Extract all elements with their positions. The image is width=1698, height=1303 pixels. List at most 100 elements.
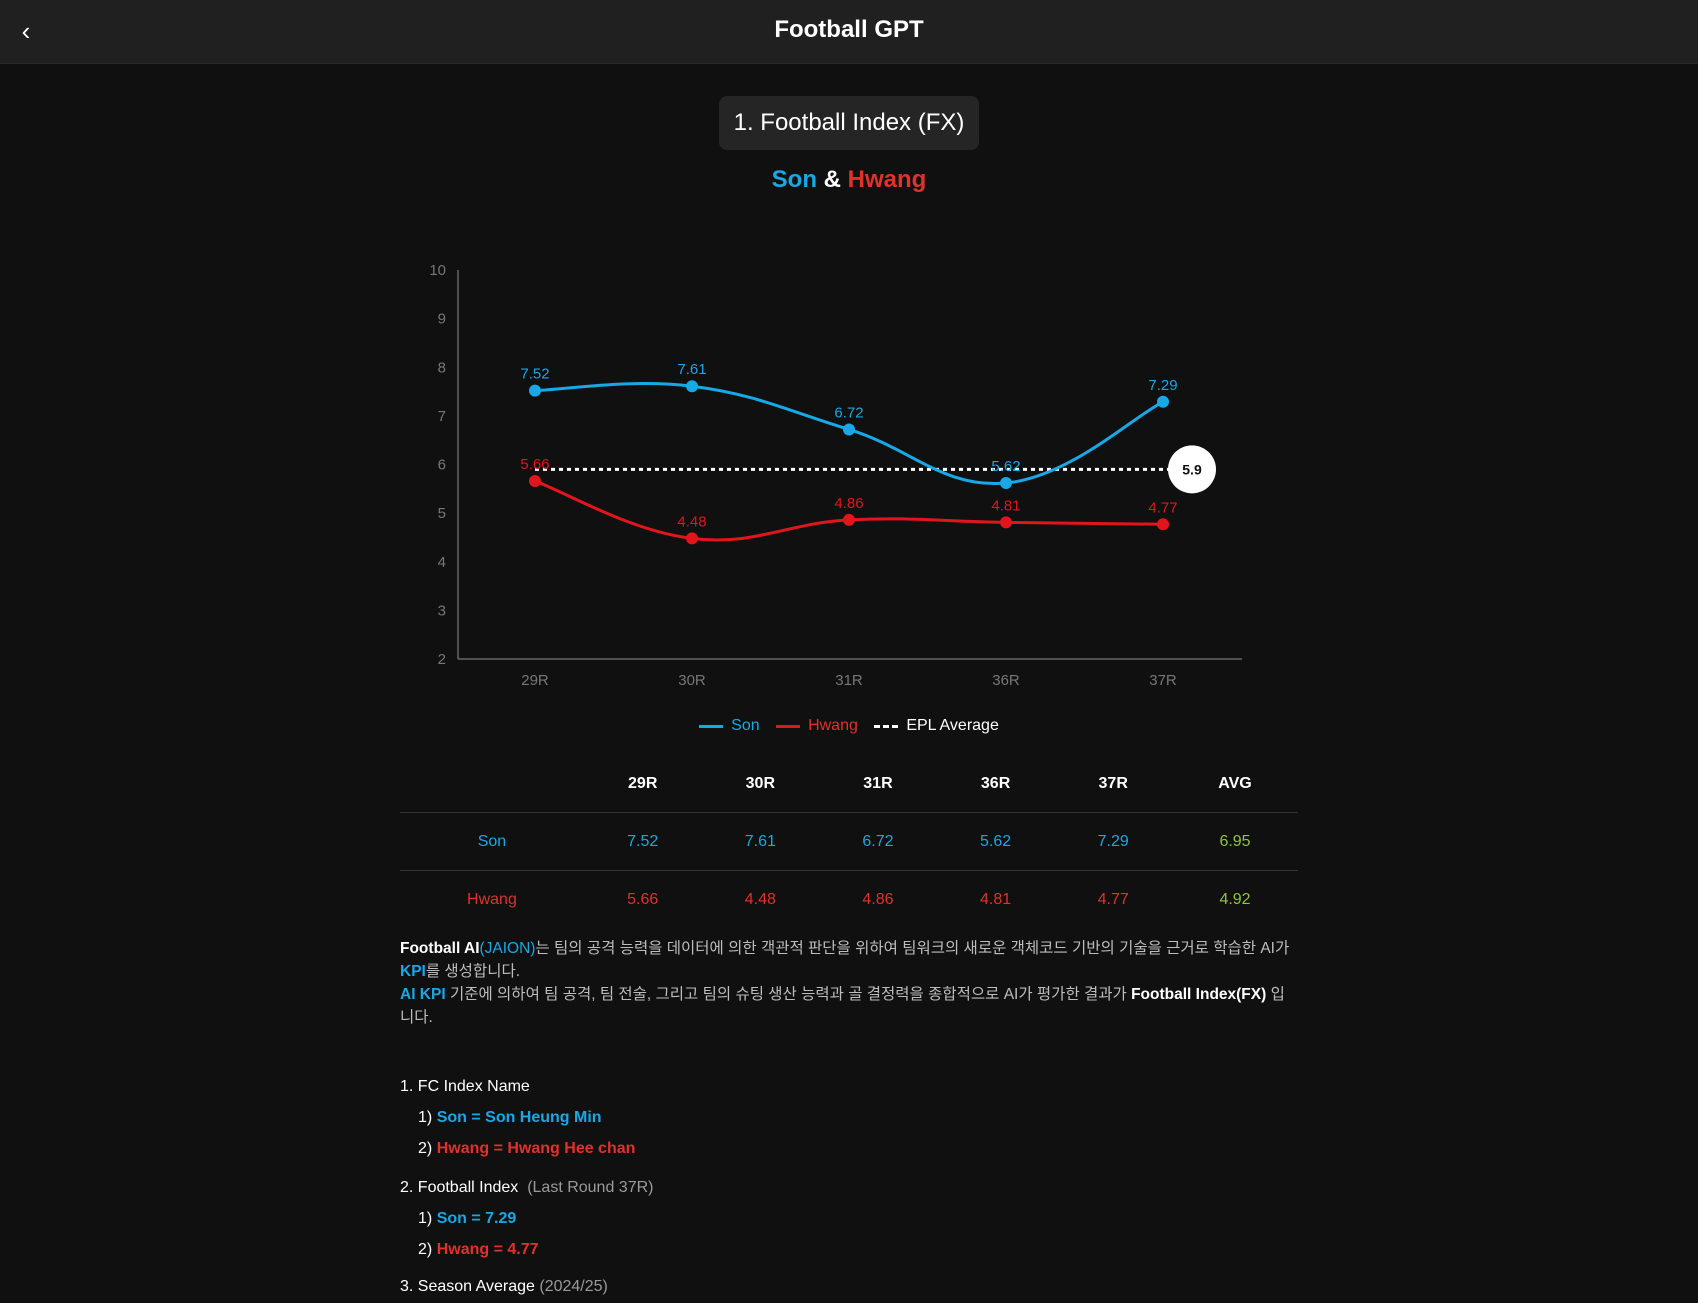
top-bar: ‹ Football GPT xyxy=(0,0,1698,64)
data-label-son: 7.61 xyxy=(677,361,706,378)
data-point-hwang xyxy=(686,532,698,545)
back-button[interactable]: ‹ xyxy=(14,18,38,44)
legend-item-son[interactable]: Son xyxy=(699,717,760,735)
x-tick-label: 30R xyxy=(678,672,706,689)
table-header-cell: 37R xyxy=(1054,756,1173,813)
table-header-cell: AVG xyxy=(1172,756,1298,813)
item-number: 2) xyxy=(418,1140,433,1157)
section-note: (Last Round 37R) xyxy=(527,1179,654,1196)
ai-kpi-term: AI KPI xyxy=(400,986,446,1003)
legend-label-hwang: Hwang xyxy=(808,717,858,734)
chart-legend: Son Hwang EPL Average xyxy=(0,717,1698,735)
description-paragraph-2: AI KPI 기준에 의하여 팀 공격, 팀 전술, 그리고 팀의 슈팅 생산 … xyxy=(400,983,1298,1029)
x-tick-label: 29R xyxy=(521,672,549,689)
data-point-hwang xyxy=(1000,516,1012,529)
data-label-son: 7.52 xyxy=(520,366,549,383)
table-cell: 7.52 xyxy=(583,812,702,871)
table-cell: 6.72 xyxy=(819,812,937,871)
section-title: 1. Football Index (FX) xyxy=(719,96,979,150)
description: Football AI(JAION)는 팀의 공격 능력을 데이터에 의한 객관… xyxy=(400,937,1298,1029)
app-title: Football GPT xyxy=(774,16,924,43)
description-text: 입니다. xyxy=(400,986,1285,1026)
table-header-cell: 36R xyxy=(936,756,1055,813)
item-number: 2) xyxy=(418,1241,433,1258)
description-paragraph-1: Football AI(JAION)는 팀의 공격 능력을 데이터에 의한 객관… xyxy=(400,937,1298,983)
section-heading: 3. Season Average xyxy=(400,1278,535,1295)
description-text: 는 팀의 공격 능력을 데이터에 의한 객관적 판단을 위하여 팀워크의 새로운… xyxy=(535,940,1290,957)
data-point-son xyxy=(686,380,698,393)
x-tick-label: 37R xyxy=(1149,672,1177,689)
table-header-cell: 29R xyxy=(583,756,702,813)
data-label-hwang: 5.66 xyxy=(520,456,549,473)
brand-name: Football AI xyxy=(400,940,480,957)
table-header-cell: 30R xyxy=(701,756,820,813)
data-point-hwang xyxy=(1157,518,1169,531)
item-number: 1) xyxy=(418,1210,433,1227)
legend-swatch-hwang xyxy=(776,724,801,728)
y-tick-label: 9 xyxy=(438,311,446,328)
list-item: 3. Season Average (2024/25) xyxy=(400,1278,608,1296)
data-label-hwang: 4.81 xyxy=(991,497,1020,514)
data-point-hwang xyxy=(529,475,541,488)
data-point-son xyxy=(1000,476,1012,489)
x-tick-label: 36R xyxy=(992,672,1020,689)
y-tick-label: 3 xyxy=(438,602,446,619)
y-tick-label: 2 xyxy=(438,651,446,668)
item-number: 1) xyxy=(418,1109,433,1126)
legend-label-son: Son xyxy=(731,717,760,734)
data-label-son: 6.72 xyxy=(834,404,863,421)
description-text: 를 생성합니다. xyxy=(425,963,521,980)
y-tick-label: 5 xyxy=(438,505,446,522)
list-item: 1) Son = Son Heung Min xyxy=(418,1109,602,1127)
table-cell: 7.29 xyxy=(1054,812,1173,871)
section-note: (2024/25) xyxy=(539,1278,608,1295)
legend-item-average[interactable]: EPL Average xyxy=(874,717,999,735)
subtitle-son: Son xyxy=(771,166,817,193)
description-text: 기준에 의하여 팀 공격, 팀 전술, 그리고 팀의 슈팅 생산 능력과 골 결… xyxy=(445,986,1132,1003)
y-tick-label: 8 xyxy=(438,359,446,376)
subtitle-amp: & xyxy=(823,166,841,193)
table-header-cell xyxy=(400,756,584,813)
fx-term: Football Index(FX) xyxy=(1131,986,1267,1003)
table-cell: 4.77 xyxy=(1097,890,1129,908)
item-son-index: Son = 7.29 xyxy=(436,1210,517,1227)
item-hwang-index: Hwang = 4.77 xyxy=(436,1241,539,1258)
epl-average-value: 5.9 xyxy=(1182,461,1202,477)
data-label-hwang: 4.48 xyxy=(677,513,706,530)
data-label-hwang: 4.86 xyxy=(834,495,863,512)
y-tick-label: 6 xyxy=(438,457,446,474)
x-tick-label: 31R xyxy=(835,672,863,689)
brand-jaion: (JAION) xyxy=(479,940,536,957)
table-cell: 4.86 xyxy=(862,890,894,908)
y-tick-label: 7 xyxy=(438,408,446,425)
subtitle-hwang: Hwang xyxy=(847,166,927,193)
avg-cell: 4.92 xyxy=(1219,890,1251,908)
table-header-cell: 31R xyxy=(819,756,937,813)
table-cell: 4.81 xyxy=(980,890,1012,908)
data-point-son xyxy=(529,384,541,397)
avg-cell: 6.95 xyxy=(1172,812,1298,871)
table-cell: 5.62 xyxy=(936,812,1055,871)
table-row: Hwang 5.66 4.48 4.86 4.81 4.77 4.92 xyxy=(400,871,1298,929)
epl-average-badge xyxy=(1168,445,1216,494)
kpi-term: KPI xyxy=(400,963,426,980)
list-item: 2) Hwang = 4.77 xyxy=(418,1241,539,1259)
data-point-son xyxy=(843,423,855,436)
item-son-name: Son = Son Heung Min xyxy=(436,1109,602,1126)
data-point-son xyxy=(1157,395,1169,408)
legend-swatch-average xyxy=(874,724,899,728)
item-hwang-name: Hwang = Hwang Hee chan xyxy=(436,1140,636,1157)
list-item: 2) Hwang = Hwang Hee chan xyxy=(418,1140,635,1158)
legend-item-hwang[interactable]: Hwang xyxy=(776,717,858,735)
row-label: Hwang xyxy=(467,890,517,908)
y-tick-label: 4 xyxy=(438,554,446,571)
table-row: Son 7.52 7.61 6.72 5.62 7.29 6.95 xyxy=(400,812,1298,871)
section-heading: 1. FC Index Name xyxy=(400,1078,530,1095)
comparison-subtitle: Son & Hwang xyxy=(0,166,1698,194)
data-label-son: 7.29 xyxy=(1148,377,1177,394)
section-heading: 2. Football Index xyxy=(400,1179,519,1196)
legend-swatch-son xyxy=(699,724,724,728)
legend-label-average: EPL Average xyxy=(906,717,999,734)
list-item: 2. Football Index (Last Round 37R) xyxy=(400,1179,653,1197)
data-point-hwang xyxy=(843,513,855,526)
